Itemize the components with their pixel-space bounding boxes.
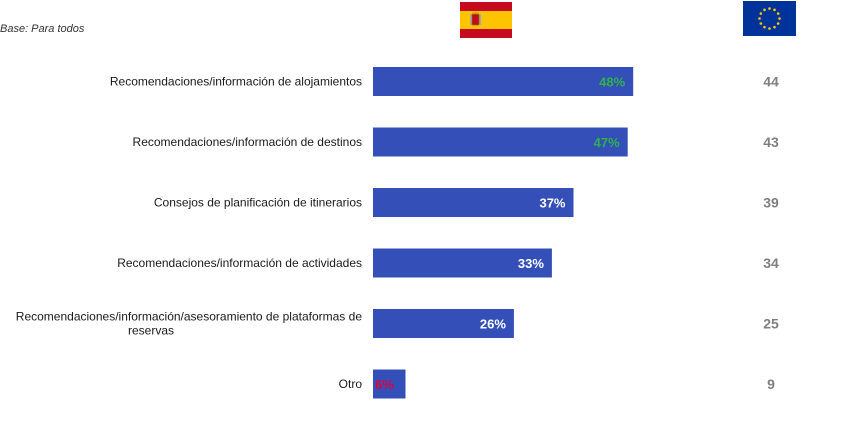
bar [373, 309, 514, 338]
eu-value: 9 [767, 376, 775, 392]
eu-star-icon [773, 8, 776, 12]
spain-flag-icon [460, 2, 512, 38]
eu-star-icon [776, 22, 780, 25]
eu-star-icon [759, 12, 763, 15]
bar [373, 188, 574, 217]
bar-value-label: 26% [480, 317, 506, 332]
eu-star-icon [768, 7, 771, 10]
bar-value-label: 33% [518, 256, 544, 271]
eu-value: 39 [763, 195, 779, 211]
base-note: Base: Para todos [0, 23, 85, 35]
eu-star-icon [763, 8, 766, 12]
eu-flag-icon [743, 1, 796, 36]
category-label: Recomendaciones/información de alojamien… [110, 75, 362, 89]
eu-star-icon [759, 22, 763, 25]
eu-value: 25 [763, 316, 779, 332]
bar-value-label: 37% [539, 196, 565, 211]
eu-star-icon [776, 12, 780, 15]
category-label: Recomendaciones/información/asesoramient… [16, 310, 363, 338]
bar [373, 369, 406, 399]
bar [373, 127, 628, 157]
bar [373, 67, 634, 96]
category-label: Recomendaciones/información de actividad… [117, 256, 362, 270]
eu-star-icon [773, 25, 776, 29]
bar-value-label: 48% [599, 75, 625, 90]
category-label: Consejos de planificación de itinerarios [154, 196, 362, 210]
eu-value: 43 [763, 134, 779, 150]
category-label: Otro [339, 377, 363, 391]
bar-value-label: 47% [594, 135, 620, 150]
eu-star-icon [763, 25, 766, 29]
bar-value-label: 6% [375, 377, 394, 392]
eu-star-icon [758, 17, 761, 20]
bar [373, 248, 552, 278]
eu-value: 34 [763, 255, 779, 271]
eu-value: 44 [763, 74, 779, 90]
category-label: Recomendaciones/información de destinos [133, 135, 362, 149]
eu-star-icon [778, 17, 781, 20]
eu-star-icon [768, 27, 771, 30]
